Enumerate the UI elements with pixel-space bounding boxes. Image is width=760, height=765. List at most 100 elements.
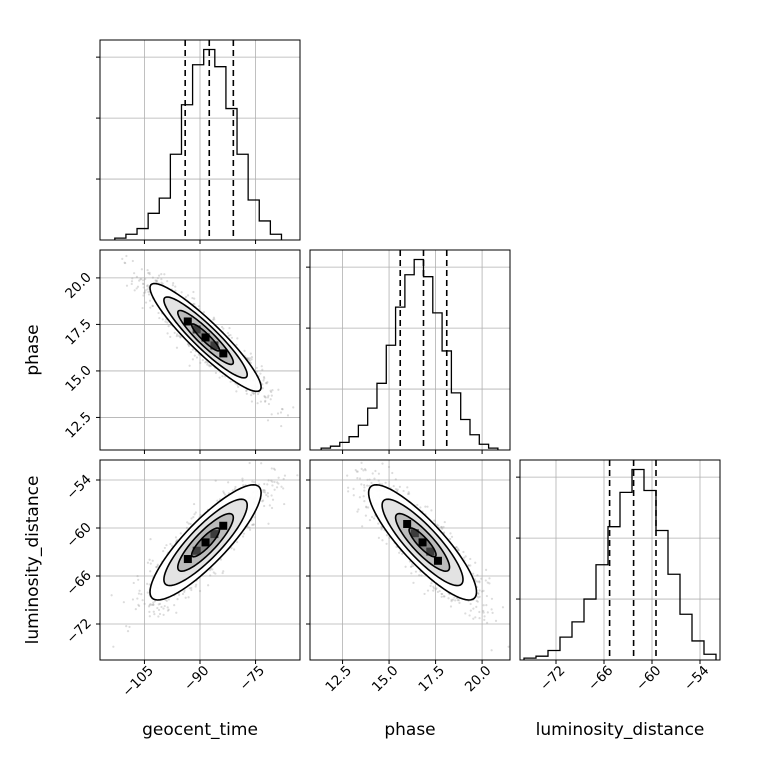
scatter-point	[165, 599, 168, 603]
scatter-point	[128, 625, 131, 629]
scatter-point	[136, 597, 139, 600]
contour-line	[149, 483, 262, 601]
scatter-point	[262, 379, 265, 382]
scatter-point	[147, 605, 151, 608]
scatter-point	[455, 546, 458, 549]
scatter-point	[259, 400, 262, 403]
scatter-point	[170, 544, 174, 548]
scatter-point	[462, 550, 465, 554]
panel-content	[100, 250, 300, 450]
scatter-point	[148, 615, 151, 618]
scatter-point	[140, 277, 143, 281]
scatter-point	[474, 561, 477, 564]
scatter-point	[262, 499, 265, 502]
scatter-point	[271, 498, 275, 501]
scatter-point	[426, 589, 430, 592]
x-tick-label: 15.0	[369, 663, 402, 696]
scatter-point	[381, 539, 384, 542]
scatter-point	[464, 612, 467, 615]
scatter-point	[271, 480, 274, 483]
scatter-point	[507, 645, 510, 648]
scatter-point	[362, 495, 365, 498]
scatter-point	[131, 598, 135, 601]
scatter-point	[156, 277, 160, 280]
scatter-point	[236, 337, 239, 340]
scatter-point	[352, 487, 355, 490]
y-tick-label: 20.0	[62, 269, 95, 302]
scatter-point	[163, 273, 166, 276]
scatter-point	[149, 562, 152, 565]
scatter-point	[392, 485, 395, 488]
scatter-point	[356, 510, 359, 513]
scatter-point	[249, 352, 252, 355]
density-peak-cell	[183, 317, 192, 326]
scatter-point	[202, 311, 206, 314]
scatter-point	[206, 361, 209, 364]
scatter-point	[356, 470, 359, 473]
scatter-point	[363, 468, 367, 471]
scatter-point	[269, 389, 272, 392]
scatter-point	[394, 478, 397, 481]
scatter-point	[388, 536, 391, 539]
scatter-point	[264, 382, 268, 385]
scatter-point	[162, 607, 165, 610]
scatter-point	[141, 282, 145, 285]
hist-panel-phase	[306, 249, 511, 451]
scatter-point	[192, 502, 196, 506]
scatter-point	[501, 606, 505, 609]
scatter-point	[437, 524, 440, 527]
scatter-point	[155, 566, 158, 569]
scatter-point	[136, 574, 139, 578]
scatter-point	[167, 608, 170, 611]
scatter-point	[453, 596, 456, 599]
scatter-point	[166, 332, 169, 335]
scatter-point	[157, 603, 160, 606]
scatter-point	[469, 557, 472, 561]
scatter-point	[158, 316, 161, 320]
density-peak-cell	[403, 520, 412, 529]
scatter-point	[472, 607, 475, 610]
scatter-point	[250, 394, 253, 397]
scatter-point	[185, 526, 189, 530]
scatter-point	[436, 590, 439, 594]
scatter-point	[485, 621, 489, 624]
scatter-point	[184, 596, 187, 599]
y-tick-label: 12.5	[62, 409, 95, 442]
scatter-point	[441, 527, 444, 530]
scatter-point	[175, 346, 179, 349]
scatter-point	[426, 505, 429, 508]
scatter-point	[270, 494, 273, 497]
scatter-point	[245, 389, 248, 392]
scatter-point	[280, 424, 283, 428]
scatter-point	[361, 525, 364, 528]
scatter-point	[222, 570, 225, 573]
scatter-point	[283, 502, 286, 506]
scatter-point	[198, 589, 202, 593]
scatter-point	[418, 574, 421, 577]
x-tick-label: −72	[537, 663, 568, 694]
density-peak-cell	[183, 555, 192, 564]
scatter-point	[491, 611, 494, 614]
scatter-point	[183, 590, 186, 594]
scatter-point	[419, 506, 422, 509]
panel-content	[310, 460, 510, 660]
scatter-point	[160, 273, 163, 276]
scatter-point	[148, 271, 151, 274]
scatter-point	[249, 361, 253, 365]
scatter-point	[156, 563, 159, 566]
density-peak-cell	[426, 547, 435, 556]
x-tick-label: −54	[681, 663, 712, 694]
scatter-point	[281, 408, 284, 411]
scatter-point	[235, 390, 238, 393]
scatter-point	[256, 392, 260, 396]
scatter-point	[228, 326, 231, 330]
scatter-point	[187, 343, 190, 346]
scatter-point	[213, 318, 216, 321]
scatter-point	[412, 564, 415, 568]
scatter-point	[402, 489, 405, 493]
scatter-point	[148, 299, 152, 302]
contour-line	[367, 484, 478, 601]
scatter-point	[187, 345, 191, 348]
scatter-point	[204, 361, 207, 364]
scatter-point	[180, 291, 183, 294]
